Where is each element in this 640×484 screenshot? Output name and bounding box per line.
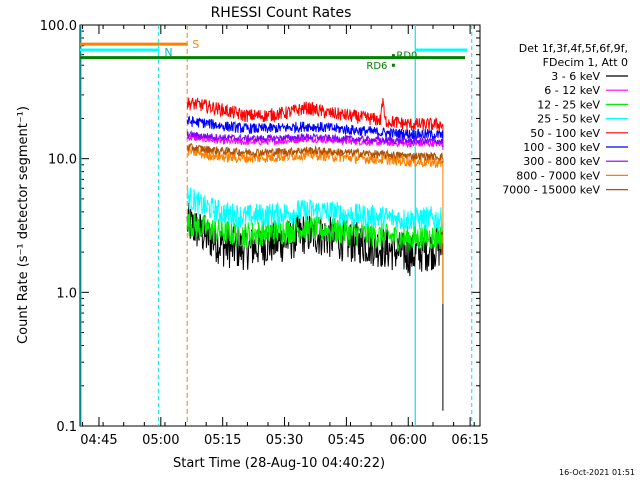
series-line <box>186 130 444 148</box>
rd6-label: RD6 <box>366 61 387 72</box>
legend: Det 1f,3f,4f,5f,6f,9f, FDecim 1, Att 0 3… <box>502 42 628 197</box>
series-lines <box>186 97 444 411</box>
x-tick-label: 05:30 <box>266 433 303 448</box>
legend-entry-label: 7000 - 15000 keV <box>502 184 600 197</box>
plot-area-frame <box>79 24 481 427</box>
legend-header-line-2: FDecim 1, Att 0 <box>543 56 628 69</box>
y-axis: 0.1 1.0 10.0 100.0 <box>40 19 480 435</box>
x-tick-label: 04:45 <box>80 433 117 448</box>
legend-entry-label: 800 - 7000 keV <box>516 169 600 182</box>
x-axis: 04:45 05:00 05:15 05:30 05:45 06:00 06:15 <box>80 25 489 448</box>
x-tick-label: 05:15 <box>204 433 241 448</box>
legend-entry-label: 300 - 800 keV <box>523 155 600 168</box>
series-line <box>186 97 444 132</box>
y-tick-label: 0.1 <box>56 420 77 435</box>
rd0-label: RD0 <box>396 51 417 62</box>
legend-entry-label: 6 - 12 keV <box>544 84 600 97</box>
legend-header-line-1: Det 1f,3f,4f,5f,6f,9f, <box>519 42 628 55</box>
saa-state-label: S <box>192 38 199 51</box>
y-axis-label: Count Rate (s⁻¹ detector segment⁻¹) <box>16 106 31 344</box>
x-tick-label: 06:15 <box>451 433 488 448</box>
x-tick-label: 05:00 <box>142 433 179 448</box>
series-line <box>186 142 444 164</box>
series-line <box>186 212 444 253</box>
legend-entry-label: 25 - 50 keV <box>537 113 600 126</box>
legend-entry-label: 12 - 25 keV <box>537 98 600 111</box>
series-line <box>186 187 444 233</box>
y-tick-label: 1.0 <box>56 286 77 301</box>
x-tick-label: 05:45 <box>328 433 365 448</box>
render-timestamp: 16-Oct-2021 01:51 <box>559 468 635 477</box>
rd0-marker <box>391 54 395 58</box>
legend-entry-label: 3 - 6 keV <box>551 70 600 83</box>
legend-entry-label: 50 - 100 keV <box>530 127 600 140</box>
legend-entry-label: 100 - 300 keV <box>523 141 600 154</box>
series-line <box>186 115 444 142</box>
night-state-label: N <box>164 46 172 59</box>
y-tick-label: 100.0 <box>40 19 77 34</box>
chart-title: RHESSI Count Rates <box>211 5 352 21</box>
rd6-marker <box>391 63 395 67</box>
x-tick-label: 06:00 <box>390 433 427 448</box>
y-tick-label: 10.0 <box>48 153 77 168</box>
x-axis-label: Start Time (28-Aug-10 04:40:22) <box>173 456 385 471</box>
